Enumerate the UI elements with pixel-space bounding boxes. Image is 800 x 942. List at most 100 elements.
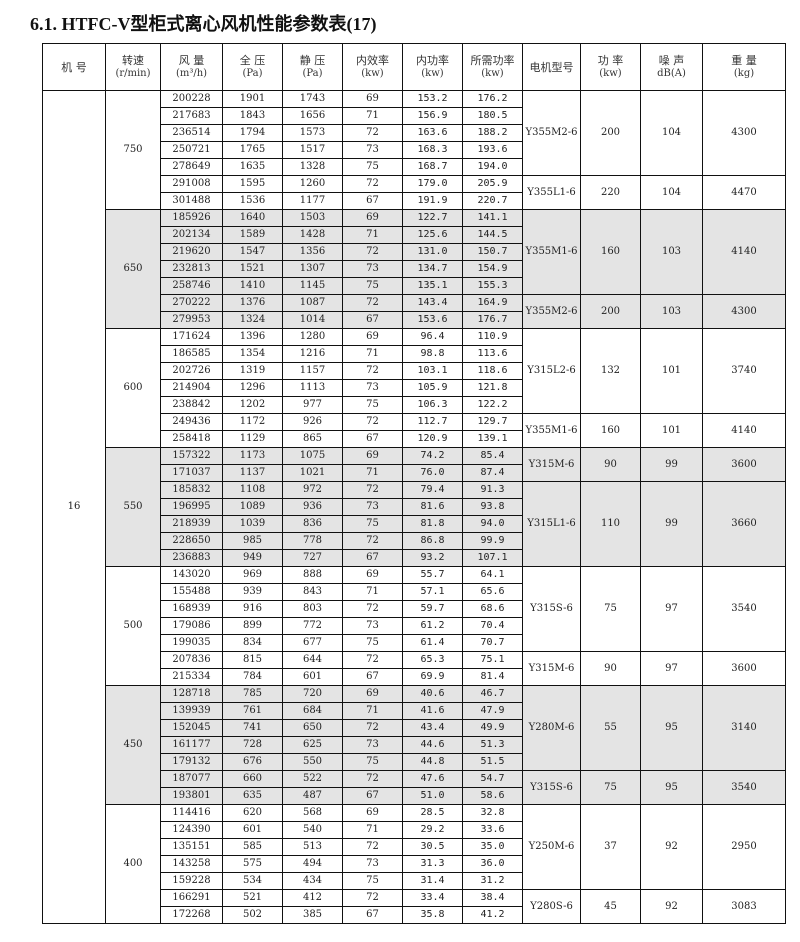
total-pressure-cell: 1595: [222, 175, 283, 193]
static-pressure-cell: 888: [282, 566, 343, 584]
header-motor-model: 电机型号: [522, 43, 581, 91]
total-pressure-cell: 1521: [222, 260, 283, 278]
header-motor-power: 功 率 (kw): [580, 43, 641, 91]
efficiency-cell: 72: [342, 124, 403, 142]
required-power-cell: 87.4: [462, 464, 523, 482]
efficiency-cell: 72: [342, 413, 403, 431]
efficiency-cell: 72: [342, 532, 403, 550]
header-label: 噪 声: [658, 54, 685, 67]
header-unit: (Pa): [302, 68, 323, 79]
table-row: 278649 1635 1328 75 168.7 194.0: [43, 158, 786, 176]
airflow-cell: 215334: [160, 668, 223, 686]
efficiency-cell: 69: [342, 209, 403, 227]
efficiency-cell: 75: [342, 634, 403, 652]
table-row: 249436 1172 926 72 112.7 129.7 Y355M1-6 160 101 4…: [43, 413, 786, 448]
required-power-cell: 32.8: [462, 804, 523, 822]
table-row: 219620 1547 1356 72 131.0 150.7: [43, 243, 786, 261]
static-pressure-cell: 1075: [282, 447, 343, 465]
total-pressure-cell: 1202: [222, 396, 283, 414]
speed-cell: 400: [105, 804, 161, 924]
total-pressure-cell: 502: [222, 906, 283, 924]
weight-cell: 2950: [702, 804, 786, 890]
total-pressure-cell: 521: [222, 889, 283, 907]
efficiency-cell: 69: [342, 328, 403, 346]
table-row: 202134 1589 1428 71 125.6 144.5: [43, 226, 786, 244]
airflow-cell: 179132: [160, 753, 223, 771]
static-pressure-cell: 513: [282, 838, 343, 856]
speed-cell: 600: [105, 328, 161, 448]
airflow-cell: 168939: [160, 600, 223, 618]
noise-cell: 92: [640, 889, 703, 924]
airflow-cell: 135151: [160, 838, 223, 856]
motor-model-cell: Y315L2-6: [522, 328, 581, 414]
header-label: 内效率: [356, 54, 389, 67]
table-row: 185832 1108 972 72 79.4 91.3 Y315L1-6 110 99 3660: [43, 481, 786, 567]
internal-power-cell: 61.2: [402, 617, 463, 635]
total-pressure-cell: 1108: [222, 481, 283, 499]
table-row: 232813 1521 1307 73 134.7 154.9: [43, 260, 786, 278]
table-row: 270222 1376 1087 72 143.4 164.9 Y355M2-6 200 103…: [43, 294, 786, 329]
motor-model-cell: Y355L1-6: [522, 175, 581, 210]
header-label: 静 压: [299, 54, 326, 67]
efficiency-cell: 73: [342, 498, 403, 516]
internal-power-cell: 153.2: [402, 90, 463, 108]
static-pressure-cell: 677: [282, 634, 343, 652]
internal-power-cell: 47.6: [402, 770, 463, 788]
header-unit: (kw): [421, 68, 444, 79]
header-unit: (kw): [481, 68, 504, 79]
internal-power-cell: 98.8: [402, 345, 463, 363]
header-unit: (r/min): [115, 68, 151, 79]
required-power-cell: 49.9: [462, 719, 523, 737]
table-row: 161177 728 625 73 44.6 51.3: [43, 736, 786, 754]
airflow-cell: 193801: [160, 787, 223, 805]
airflow-cell: 217683: [160, 107, 223, 125]
efficiency-cell: 75: [342, 872, 403, 890]
airflow-cell: 202726: [160, 362, 223, 380]
airflow-cell: 171624: [160, 328, 223, 346]
internal-power-cell: 120.9: [402, 430, 463, 448]
efficiency-cell: 75: [342, 277, 403, 295]
required-power-cell: 122.2: [462, 396, 523, 414]
efficiency-cell: 67: [342, 549, 403, 567]
internal-power-cell: 33.4: [402, 889, 463, 907]
header-noise: 噪 声 dB(A): [640, 43, 703, 91]
efficiency-cell: 73: [342, 141, 403, 159]
total-pressure-cell: 834: [222, 634, 283, 652]
internal-power-cell: 41.6: [402, 702, 463, 720]
table-row: 214904 1296 1113 73 105.9 121.8: [43, 379, 786, 397]
internal-power-cell: 134.7: [402, 260, 463, 278]
internal-power-cell: 29.2: [402, 821, 463, 839]
efficiency-cell: 72: [342, 719, 403, 737]
airflow-cell: 200228: [160, 90, 223, 108]
static-pressure-cell: 1177: [282, 192, 343, 210]
required-power-cell: 75.1: [462, 651, 523, 669]
static-pressure-cell: 522: [282, 770, 343, 788]
efficiency-cell: 73: [342, 855, 403, 873]
internal-power-cell: 31.3: [402, 855, 463, 873]
total-pressure-cell: 1536: [222, 192, 283, 210]
efficiency-cell: 71: [342, 107, 403, 125]
motor-power-cell: 45: [580, 889, 641, 924]
required-power-cell: 180.5: [462, 107, 523, 125]
internal-power-cell: 31.4: [402, 872, 463, 890]
required-power-cell: 65.6: [462, 583, 523, 601]
noise-cell: 95: [640, 685, 703, 771]
required-power-cell: 205.9: [462, 175, 523, 193]
total-pressure-cell: 741: [222, 719, 283, 737]
total-pressure-cell: 1589: [222, 226, 283, 244]
speed-cell: 500: [105, 566, 161, 686]
table-row: 650 185926 1640 1503 69 122.7 141.1 Y355M1-6 160…: [43, 209, 786, 329]
table-row: 236514 1794 1573 72 163.6 188.2: [43, 124, 786, 142]
airflow-cell: 166291: [160, 889, 223, 907]
total-pressure-cell: 1635: [222, 158, 283, 176]
total-pressure-cell: 1172: [222, 413, 283, 431]
total-pressure-cell: 575: [222, 855, 283, 873]
required-power-cell: 54.7: [462, 770, 523, 788]
table-row: 193801 635 487 67 51.0 58.6: [43, 787, 786, 805]
efficiency-cell: 72: [342, 770, 403, 788]
required-power-cell: 81.4: [462, 668, 523, 686]
internal-power-cell: 74.2: [402, 447, 463, 465]
noise-cell: 95: [640, 770, 703, 805]
efficiency-cell: 69: [342, 90, 403, 108]
total-pressure-cell: 1843: [222, 107, 283, 125]
